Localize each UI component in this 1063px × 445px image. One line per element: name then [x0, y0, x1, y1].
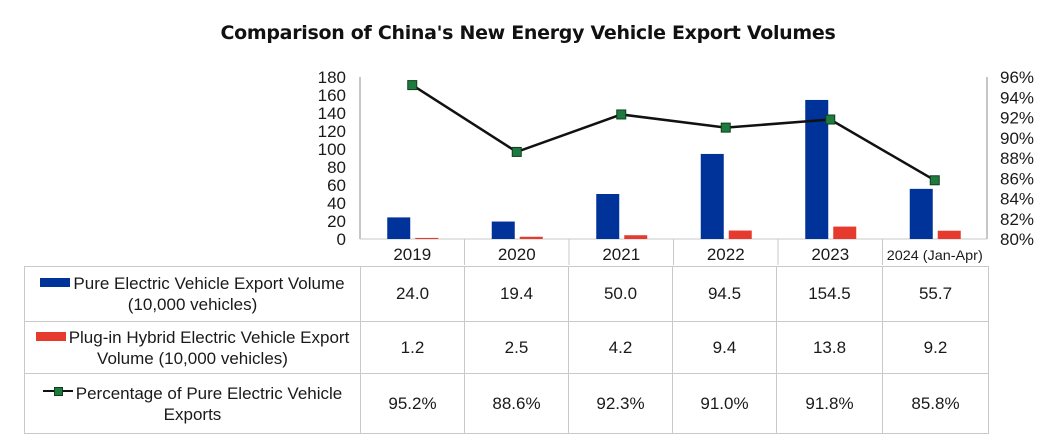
- left-axis-tick-label: 160: [318, 86, 346, 105]
- percentage-marker: [407, 80, 418, 91]
- left-axis-tick-label: 140: [318, 104, 346, 123]
- category-label: 2024 (Jan-Apr): [887, 247, 983, 263]
- percentage-marker: [511, 146, 522, 157]
- left-axis-tick-label: 60: [327, 176, 346, 195]
- table-cell: 92.3%: [568, 373, 673, 434]
- left-axis-tick-label: 20: [327, 212, 346, 231]
- table-cell: 9.2: [882, 321, 989, 374]
- right-axis-tick-label: 92%: [1000, 109, 1034, 128]
- category-label: 2023: [811, 245, 849, 264]
- left-axis-tick-label: 180: [318, 68, 346, 87]
- table-row: Percentage of Pure Electric Vehicle Expor…: [24, 373, 989, 434]
- right-axis-tick-label: 84%: [1000, 190, 1034, 209]
- right-axis-tick-label: 96%: [1000, 68, 1034, 87]
- bar-pure-electric: [596, 194, 620, 239]
- category-dividers: [360, 238, 987, 265]
- left-axis-tick-label: 100: [318, 140, 346, 159]
- right-axis-tick-label: 94%: [1000, 88, 1034, 107]
- percentage-marker: [720, 122, 731, 133]
- category-label: 2019: [393, 245, 431, 264]
- percentage-line: [411, 84, 936, 182]
- left-axis-tick-label: 80: [327, 158, 346, 177]
- percentage-marker: [616, 109, 627, 120]
- table-cell: 91.8%: [776, 373, 883, 434]
- table-cell: 24.0: [360, 266, 465, 322]
- bar-pure-electric: [909, 188, 933, 239]
- table-row: Pure Electric Vehicle Export Volume (10,0…: [24, 266, 989, 322]
- legend-key-icon: [40, 278, 71, 288]
- series-label-line1: Plug-in Hybrid Electric Vehicle Export: [68, 327, 350, 347]
- series-label-line1: Pure Electric Vehicle Export Volume: [73, 274, 345, 293]
- table-cell: 9.4: [672, 321, 777, 374]
- series-label-line2: Exports: [163, 404, 222, 424]
- table-cell: 50.0: [568, 266, 673, 322]
- table-cell: 1.2: [360, 321, 465, 374]
- series-label-line2: (10,000 vehicles): [127, 295, 258, 314]
- table-cell: 4.2: [568, 321, 673, 374]
- chart-title: Comparison of China's New Energy Vehicle…: [220, 22, 836, 44]
- category-label: 2020: [498, 245, 536, 264]
- left-axis-tick-label: 0: [337, 230, 346, 249]
- line-series: [407, 80, 940, 186]
- series-label-line1: Percentage of Pure Electric Vehicle: [75, 383, 343, 403]
- bar-pure-electric: [700, 153, 724, 239]
- percentage-marker: [929, 175, 940, 186]
- left-axis-tick-label: 120: [318, 122, 346, 141]
- right-axis-tick-label: 90%: [1000, 129, 1034, 148]
- bar-plug-in-hybrid: [624, 235, 648, 239]
- right-axis-tick-label: 88%: [1000, 149, 1034, 168]
- category-labels: 2019 2020 2021 2022 2023 2024 (Jan-Apr): [393, 245, 982, 264]
- series-label: Pure Electric Vehicle Export Volume (10,0…: [24, 266, 361, 322]
- data-table: Pure Electric Vehicle Export Volume (10,0…: [24, 266, 989, 434]
- right-axis-tick-label: 82%: [1000, 210, 1034, 229]
- bar-plug-in-hybrid: [937, 230, 961, 239]
- left-axis-tick-label: 40: [327, 194, 346, 213]
- table-cell: 55.7: [882, 266, 989, 322]
- bar-plug-in-hybrid: [728, 230, 752, 239]
- right-axis-tick-label: 80%: [1000, 230, 1034, 249]
- table-cell: 154.5: [776, 266, 883, 322]
- legend-key-icon: [42, 385, 73, 397]
- percentage-marker: [825, 114, 836, 125]
- bar-pure-electric: [491, 221, 515, 239]
- legend-key-icon: [35, 331, 66, 341]
- table-cell: 85.8%: [882, 373, 989, 434]
- table-cell: 95.2%: [360, 373, 465, 434]
- right-axis: 80%82%84% 86%88%90%92% 94%96%: [986, 68, 1034, 249]
- bar-pure-electric: [805, 99, 829, 239]
- table-cell: 13.8: [776, 321, 883, 374]
- category-label: 2022: [707, 245, 745, 264]
- right-axis-tick-label: 86%: [1000, 169, 1034, 188]
- series-label: Percentage of Pure Electric Vehicle Expor…: [24, 373, 361, 434]
- series-label: Plug-in Hybrid Electric Vehicle Export Vo…: [24, 321, 361, 374]
- legend-marker: [53, 387, 63, 397]
- table-cell: 94.5: [672, 266, 777, 322]
- table-row: Plug-in Hybrid Electric Vehicle Export Vo…: [24, 321, 989, 374]
- bar-series: [387, 99, 961, 239]
- table-cell: 2.5: [464, 321, 569, 374]
- table-cell: 19.4: [464, 266, 569, 322]
- table-cell: 88.6%: [464, 373, 569, 434]
- bar-plug-in-hybrid: [833, 226, 857, 239]
- category-label: 2021: [602, 245, 640, 264]
- bar-plug-in-hybrid: [519, 236, 543, 239]
- bar-plug-in-hybrid: [415, 237, 439, 239]
- bar-pure-electric: [387, 217, 411, 239]
- series-label-line2: Volume (10,000 vehicles): [97, 348, 288, 368]
- table-cell: 91.0%: [672, 373, 777, 434]
